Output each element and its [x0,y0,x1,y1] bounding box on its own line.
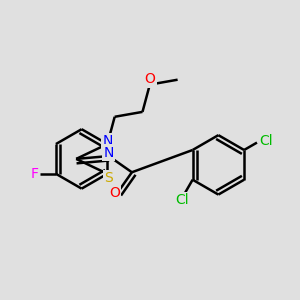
Text: Cl: Cl [259,134,273,148]
Text: Cl: Cl [176,193,189,207]
Text: N: N [103,146,114,160]
Text: F: F [30,167,38,181]
Text: N: N [102,134,112,148]
Text: O: O [109,186,120,200]
Text: O: O [144,72,155,86]
Text: S: S [104,171,113,185]
